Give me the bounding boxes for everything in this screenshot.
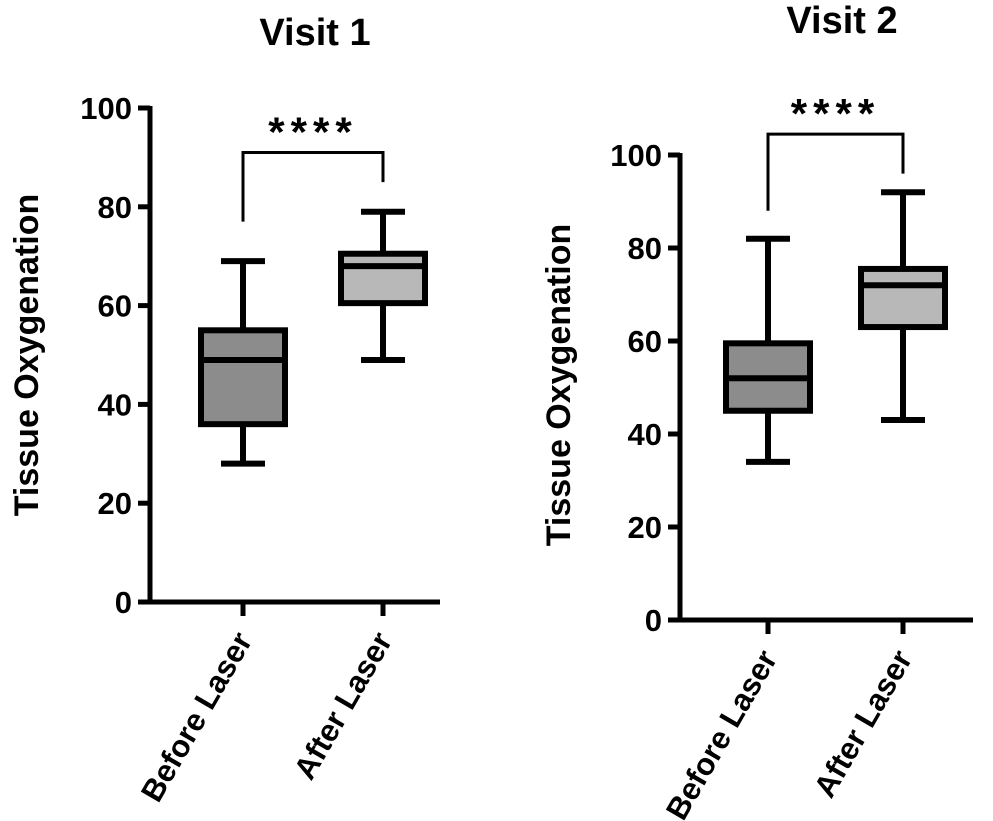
y-tick-label: 0 [115,585,132,620]
chart-panel-1: Visit 1 Tissue Oxygenation 0 20 40 60 80 100 Bef… [8,12,440,808]
y-axis-label: Tissue Oxygenation [540,224,578,546]
chart-title: Visit 1 [259,12,370,54]
box-after-laser [338,208,428,363]
x-tick-label: After Laser [807,644,919,803]
y-tick-label: 40 [98,387,132,422]
x-tick-label: Before Laser [659,644,784,821]
x-tick-label: Before Laser [134,626,259,808]
chart-panel-2: Visit 2 Tissue Oxygenation 0 20 40 60 80 100 Bef… [540,0,973,821]
y-tick-label: 60 [628,324,662,359]
iqr-box [198,327,288,428]
box-before-laser [198,258,288,467]
y-tick-label: 0 [645,603,662,638]
y-tick-label: 20 [628,510,662,545]
iqr-box [858,265,948,331]
y-tick-label: 100 [80,91,132,126]
box-after-laser [858,189,948,424]
significance-bracket: **** [766,90,905,211]
bracket-line [241,150,385,222]
iqr-box [338,250,428,307]
y-tick-label: 20 [98,486,132,521]
box-before-laser [723,235,813,465]
significance-bracket: **** [241,108,385,222]
y-tick-label: 60 [98,289,132,324]
bracket-line [766,132,905,211]
significance-label: **** [791,90,880,137]
y-tick-label: 40 [628,417,662,452]
chart-title: Visit 2 [786,0,897,42]
significance-label: **** [268,108,357,155]
y-tick-label: 80 [98,190,132,225]
y-tick-label: 80 [628,231,662,266]
x-tick-label: After Laser [287,626,399,785]
y-axis-label: Tissue Oxygenation [8,194,46,516]
y-tick-label: 100 [610,138,662,173]
